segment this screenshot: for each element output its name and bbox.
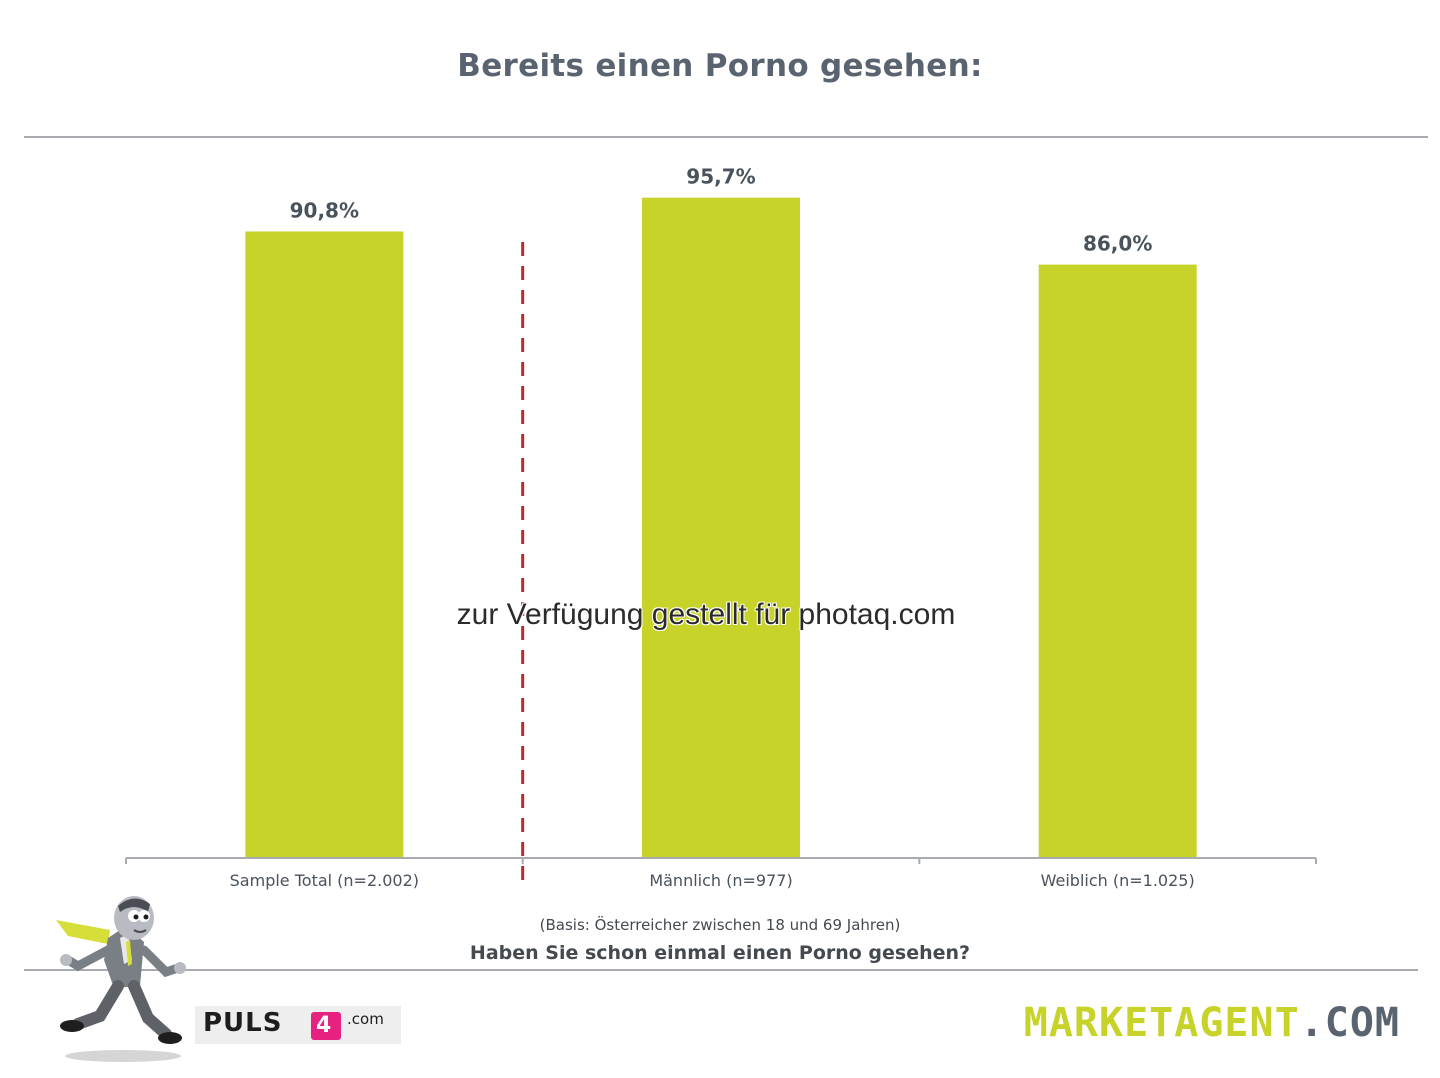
marketagent-logo: MARKETAGENT.COM <box>1024 1000 1400 1046</box>
bar-value-label-0: 90,8% <box>290 198 359 222</box>
category-label-0: Sample Total (n=2.002) <box>230 871 419 890</box>
puls4-logo-suffix: .com <box>347 1010 384 1028</box>
running-mascot-icon <box>56 896 186 1062</box>
category-label-1: Männlich (n=977) <box>649 871 792 890</box>
puls4-logo-badge: 4 <box>311 1012 341 1040</box>
top-divider <box>24 136 1428 138</box>
bar-value-label-1: 95,7% <box>686 165 755 189</box>
bar-2 <box>1038 264 1197 859</box>
marketagent-logo-main: MARKETAGENT <box>1023 1000 1300 1046</box>
puls4-logo: PULS 4 .com <box>195 1006 401 1044</box>
chart-title: Bereits einen Porno gesehen: <box>457 48 983 84</box>
survey-question: Haben Sie schon einmal einen Porno geseh… <box>469 942 971 964</box>
bar-0 <box>245 231 404 859</box>
watermark-text: zur Verfügung gestellt für photaq.com <box>456 598 956 631</box>
marketagent-logo-suffix: .COM <box>1299 1000 1400 1046</box>
bar-value-label-2: 86,0% <box>1083 232 1152 256</box>
bar-chart: 90,8% 95,7% 86,0% Sample Total (n=2.002) Mä… <box>125 165 1317 890</box>
bottom-divider <box>24 969 1418 971</box>
category-label-2: Weiblich (n=1.025) <box>1041 871 1195 890</box>
basis-note: (Basis: Österreicher zwischen 18 und 69 … <box>539 916 901 934</box>
bar-1 <box>642 197 800 859</box>
puls4-logo-text: PULS <box>203 1008 283 1038</box>
puls4-logo-digit: 4 <box>316 1013 332 1038</box>
